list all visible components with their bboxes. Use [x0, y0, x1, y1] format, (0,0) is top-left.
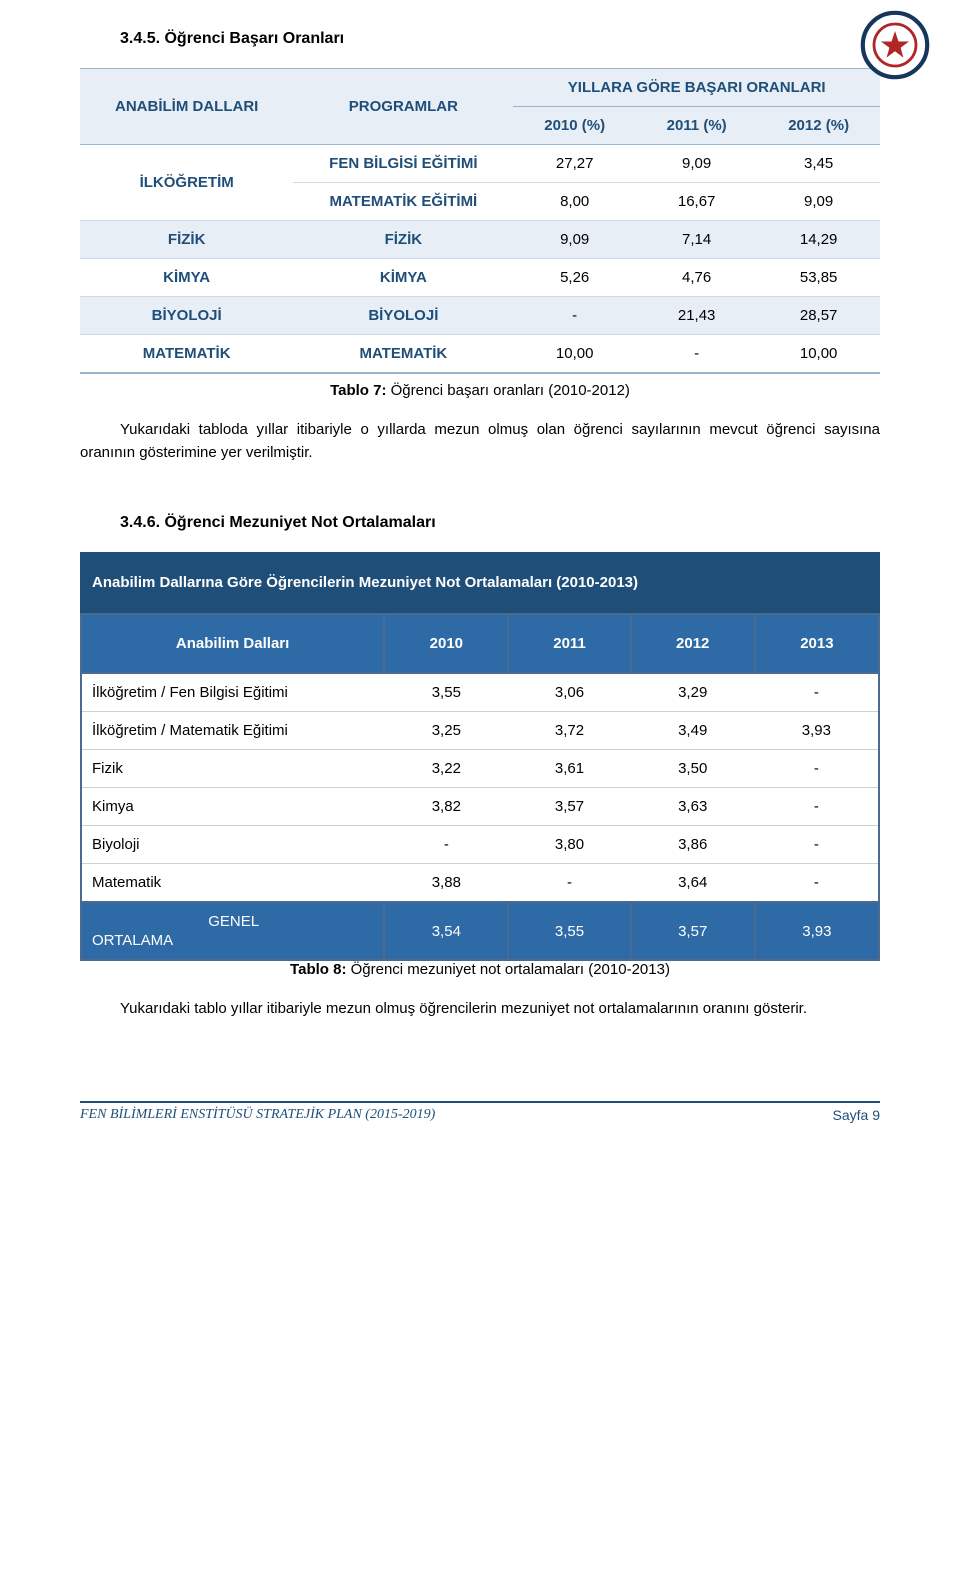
col-group-years: YILLARA GÖRE BAŞARI ORANLARI [513, 69, 880, 107]
university-logo [860, 10, 930, 80]
table-row: Kimya 3,823,573,63- [81, 788, 879, 826]
col-program: PROGRAMLAR [293, 69, 513, 145]
paragraph-1: Yukarıdaki tabloda yıllar itibariyle o y… [80, 419, 880, 464]
footer-title: FEN BİLİMLERİ ENSTİTÜSÜ STRATEJİK PLAN (… [80, 1107, 435, 1123]
table2-banner: Anabilim Dallarına Göre Öğrencilerin Mez… [80, 552, 880, 613]
table-success-rates: ANABİLİM DALLARI PROGRAMLAR YILLARA GÖRE… [80, 68, 880, 374]
col-anabilim: ANABİLİM DALLARI [80, 69, 293, 145]
table-row: Fizik 3,223,613,50- [81, 750, 879, 788]
table1-caption: Tablo 7: Öğrenci başarı oranları (2010-2… [80, 382, 880, 399]
section-title-2: 3.4.6. Öğrenci Mezuniyet Not Ortalamalar… [120, 514, 880, 532]
table-row: Biyoloji -3,803,86- [81, 826, 879, 864]
table-row: MATEMATİK MATEMATİK 10,00 - 10,00 [80, 335, 880, 374]
table2-caption: Tablo 8: Öğrenci mezuniyet not ortalamal… [80, 961, 880, 978]
table-row: BİYOLOJİ BİYOLOJİ - 21,43 28,57 [80, 297, 880, 335]
section-title-1: 3.4.5. Öğrenci Başarı Oranları [120, 30, 880, 48]
table-row: İlköğretim / Matematik Eğitimi 3,253,723… [81, 712, 879, 750]
table-graduation-gpa: Anabilim Dallarına Göre Öğrencilerin Mez… [80, 552, 880, 961]
table-row: İlköğretim / Fen Bilgisi Eğitimi 3,553,0… [81, 673, 879, 712]
table-row: FİZİK FİZİK 9,09 7,14 14,29 [80, 221, 880, 259]
paragraph-2: Yukarıdaki tablo yıllar itibariyle mezun… [80, 998, 880, 1021]
table-row: KİMYA KİMYA 5,26 4,76 53,85 [80, 259, 880, 297]
col-year-2011: 2011 (%) [636, 107, 757, 145]
table-row: İLKÖĞRETİM FEN BİLGİSİ EĞİTİMİ 27,27 9,0… [80, 145, 880, 183]
table-row: Matematik 3,88-3,64- [81, 864, 879, 903]
col-dallar: Anabilim Dalları [81, 614, 384, 673]
col-2012: 2012 [631, 614, 755, 673]
col-year-2012: 2012 (%) [757, 107, 880, 145]
table-row-average: GENEL ORTALAMA 3,54 3,55 3,57 3,93 [81, 902, 879, 960]
col-2013: 2013 [755, 614, 879, 673]
footer-page-number: Sayfa 9 [833, 1107, 880, 1123]
col-2011: 2011 [508, 614, 630, 673]
col-2010: 2010 [384, 614, 508, 673]
col-year-2010: 2010 (%) [513, 107, 636, 145]
page-footer: FEN BİLİMLERİ ENSTİTÜSÜ STRATEJİK PLAN (… [80, 1101, 880, 1123]
